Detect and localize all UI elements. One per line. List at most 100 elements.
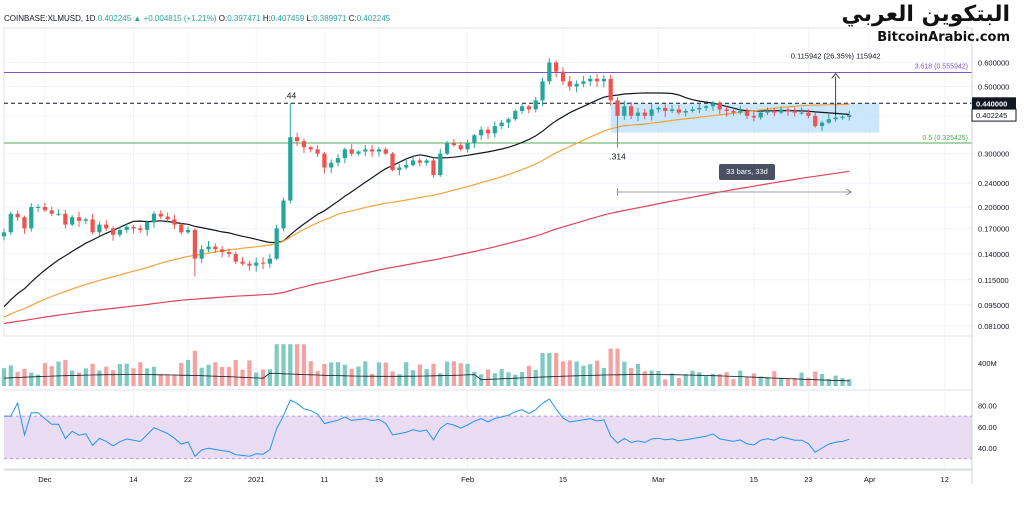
- candle-body: [1, 232, 7, 237]
- candle-body: [806, 112, 811, 116]
- candle-body: [124, 226, 129, 230]
- candle: [697, 102, 702, 114]
- volume-bar: [274, 344, 279, 386]
- volume-bar: [444, 361, 450, 386]
- volume-bar: [151, 366, 157, 386]
- candle-body: [179, 224, 184, 233]
- ma-20-line: [3, 92, 850, 308]
- candle: [567, 75, 572, 91]
- candle-body: [404, 165, 409, 168]
- candle: [622, 100, 627, 120]
- candle: [444, 141, 450, 155]
- candle-body: [42, 206, 48, 211]
- annotations: .44 .314 0.115942 (26.35%) 115942: [284, 52, 881, 196]
- candle-body: [581, 81, 586, 84]
- volume-bar: [295, 344, 300, 386]
- candle: [465, 139, 470, 153]
- volume-bar: [233, 360, 238, 386]
- candle-body: [315, 149, 320, 154]
- candle-body: [622, 106, 627, 116]
- volume-bar: [369, 373, 375, 386]
- horizontal-lines: 3.618 (0.555942) 0.5 (0.325425): [4, 64, 972, 144]
- high-label: H:: [262, 14, 271, 23]
- candle: [506, 117, 511, 129]
- volume-bar: [772, 371, 777, 386]
- candle-body: [199, 249, 204, 259]
- volume-bar: [288, 344, 293, 386]
- candle-body: [751, 115, 756, 118]
- candle: [779, 106, 784, 115]
- volume-bar: [540, 353, 545, 386]
- candle-body: [663, 107, 668, 111]
- time-axis-label: Apr: [864, 475, 876, 484]
- candle-body: [117, 229, 123, 235]
- volume-bar: [206, 364, 211, 386]
- candle: [97, 221, 102, 237]
- candle: [519, 104, 525, 114]
- candlesticks: [1, 58, 852, 277]
- volume-bar: [847, 379, 852, 386]
- candle: [70, 215, 75, 227]
- candle: [785, 107, 791, 116]
- candle: [635, 107, 641, 121]
- volume-bar: [254, 372, 259, 386]
- candle: [383, 147, 388, 156]
- logo-latin: BitcoinArabic.com: [877, 30, 1010, 45]
- candle: [485, 126, 491, 140]
- candle: [335, 154, 341, 167]
- candle: [574, 80, 579, 93]
- candle-body: [206, 246, 211, 250]
- candle-body: [649, 109, 654, 116]
- candle-body: [185, 229, 191, 233]
- candle-body: [213, 246, 218, 250]
- candle-body: [138, 228, 143, 230]
- candle-body: [410, 160, 416, 166]
- candle-body: [656, 107, 661, 110]
- candle: [76, 211, 82, 227]
- candle-body: [356, 151, 361, 154]
- candle: [90, 213, 95, 235]
- candle-body: [233, 253, 238, 262]
- candle-body: [540, 81, 545, 101]
- candle: [840, 113, 845, 120]
- volume-bar: [485, 369, 491, 386]
- volume-bar: [560, 361, 566, 386]
- candle-body: [172, 219, 177, 225]
- candle-body: [458, 145, 463, 150]
- candle-body: [240, 261, 245, 264]
- volume-bar: [383, 362, 388, 386]
- candle: [390, 151, 395, 172]
- volume-ma-line: [3, 372, 850, 382]
- candle: [554, 60, 559, 78]
- volume-bar: [710, 373, 716, 386]
- volume-bar: [315, 371, 320, 386]
- candle-body: [322, 153, 327, 168]
- candle: [295, 132, 300, 146]
- candle-body: [383, 149, 388, 154]
- volume-bar: [335, 362, 341, 386]
- volume-bar: [104, 366, 109, 386]
- candle: [267, 254, 272, 268]
- volume-bars: [1, 344, 852, 386]
- volume-bar: [145, 368, 150, 386]
- candle: [499, 120, 504, 130]
- volume-bar: [247, 360, 252, 386]
- level-price-tag-text: 0.440000: [976, 99, 1007, 108]
- candle-body: [588, 78, 593, 82]
- candle: [329, 159, 334, 173]
- volume-bar: [349, 368, 354, 386]
- candle: [117, 226, 123, 238]
- volume-bar: [676, 378, 681, 386]
- candle: [104, 220, 109, 232]
- candle: [199, 244, 204, 264]
- candle: [513, 109, 518, 121]
- rsi-axis-label: 60.00: [978, 423, 997, 432]
- candle: [724, 106, 729, 117]
- volume-bar: [70, 370, 75, 386]
- candle: [247, 261, 252, 271]
- up-arrow-icon: ▲: [133, 14, 142, 23]
- candle-body: [295, 137, 300, 142]
- volume-bar: [342, 364, 347, 386]
- candle-body: [451, 143, 457, 146]
- candle-body: [669, 109, 675, 111]
